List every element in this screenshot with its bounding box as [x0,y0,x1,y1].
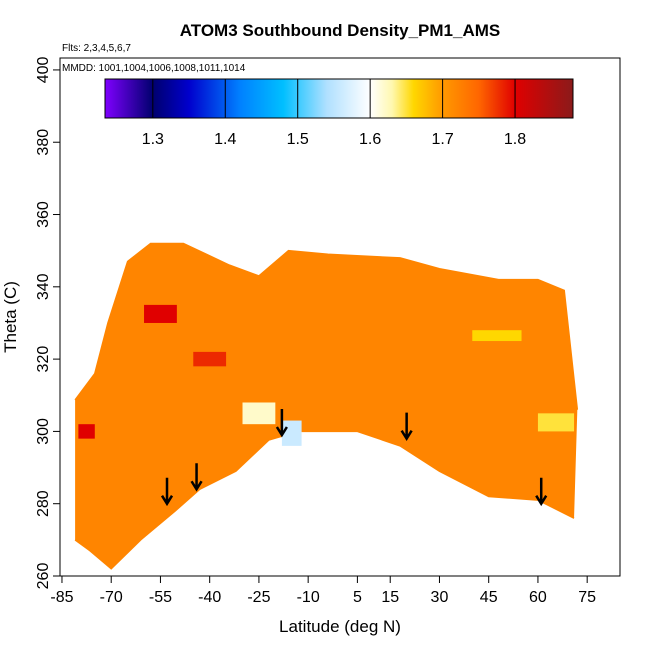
y-tick-label: 380 [35,129,52,156]
y-tick-label: 260 [35,563,52,590]
arrow [190,463,203,492]
colorbar-tick-label: 1.5 [287,131,309,148]
colorbar-tick-label: 1.6 [359,131,381,148]
colorbar-tick-label: 1.4 [214,131,236,148]
x-tick-label: -70 [100,589,123,606]
lower-boundary [74,430,575,570]
y-tick-label: 300 [35,418,52,445]
plot-frame [59,57,621,577]
arrow [160,477,174,507]
density-field [75,243,578,569]
x-tick-label: -85 [50,589,73,606]
upper-boundary [74,242,579,410]
subtitle: Flts: 2,3,4,5,6,7 [62,43,131,54]
colorbar-tick-label: 1.3 [142,131,164,148]
x-tick-label: 45 [480,589,498,606]
chart-title: ATOM3 Southbound Density_PM1_AMS [180,21,501,40]
y-tick-label: 280 [35,490,52,517]
density-cell [144,304,177,323]
x-tick-label: 60 [529,589,547,606]
x-tick-label: -10 [297,589,320,606]
colorbar [104,78,574,119]
density-cell [537,413,575,432]
x-axis-label: Latitude (deg N) [279,617,401,636]
x-tick-label: 30 [431,589,449,606]
y-tick-label: 340 [35,273,52,300]
y-tick-label: 360 [35,201,52,228]
annotation: MMDD: 1001,1004,1006,1008,1011,1014 [62,63,246,74]
x-tick-label: 15 [381,589,399,606]
x-tick-label: 75 [578,589,596,606]
colorbar-tick-label: 1.7 [431,131,453,148]
x-tick-label: -25 [247,589,270,606]
x-tick-label: -55 [149,589,172,606]
y-tick-label: 320 [35,346,52,373]
arrow [400,412,413,441]
density-cell [472,330,522,342]
density-cell [78,424,95,439]
arrow [275,409,288,438]
colorbar-tick-label: 1.8 [504,131,526,148]
y-axis-label: Theta (C) [1,281,20,353]
density-cell [281,420,302,446]
x-tick-label: -40 [198,589,221,606]
y-tick-label: 400 [35,56,52,83]
x-tick-label: 5 [353,589,362,606]
density-cell [242,402,276,425]
arrow [535,477,548,507]
density-cell [193,351,227,367]
